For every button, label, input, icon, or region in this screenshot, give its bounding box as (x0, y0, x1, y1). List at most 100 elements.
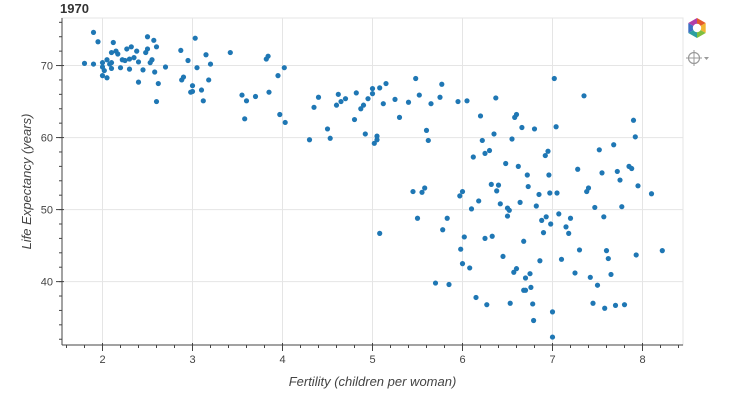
chart-title: 1970 (60, 1, 89, 16)
data-point (567, 215, 574, 221)
data-point (540, 230, 547, 236)
data-point (596, 147, 602, 153)
data-point (601, 214, 607, 220)
data-point (126, 56, 133, 62)
data-point (602, 305, 608, 311)
data-point (486, 147, 493, 154)
data-point (446, 281, 452, 288)
data-point (648, 191, 655, 197)
data-point (374, 137, 380, 143)
data-point (153, 44, 160, 50)
data-point (530, 301, 536, 307)
data-point (459, 261, 466, 267)
data-point (315, 94, 322, 100)
data-point (335, 91, 341, 97)
data-point (464, 98, 470, 104)
data-point (468, 206, 475, 212)
data-point (135, 79, 142, 85)
data-point (507, 300, 513, 306)
data-point (338, 98, 344, 105)
data-point (494, 188, 500, 194)
data-point (153, 98, 160, 105)
data-point (185, 57, 191, 64)
data-point (189, 88, 196, 95)
x-tick-label: 8 (639, 354, 645, 366)
data-point (227, 49, 233, 56)
x-tick-label: 4 (279, 354, 285, 366)
data-point (549, 334, 556, 340)
data-point (99, 73, 106, 79)
data-point (377, 230, 383, 236)
data-point (470, 154, 476, 160)
data-point (128, 44, 134, 50)
data-point (517, 199, 523, 205)
data-point (581, 93, 587, 99)
y-tick-label: 40 (41, 277, 53, 289)
data-point (457, 193, 463, 199)
data-point (563, 224, 569, 230)
data-point (360, 102, 367, 108)
data-point (81, 60, 88, 66)
data-point (414, 215, 421, 221)
data-point (477, 113, 484, 119)
data-point (497, 201, 503, 207)
data-point (275, 73, 281, 79)
data-point (327, 135, 333, 141)
data-point (585, 185, 592, 191)
x-tick-label: 3 (189, 354, 195, 366)
data-point (413, 75, 419, 82)
x-tick-label: 2 (99, 354, 105, 366)
data-point (500, 253, 506, 260)
data-point (410, 188, 416, 195)
data-point (423, 127, 430, 133)
data-point (437, 94, 443, 100)
data-point (546, 172, 552, 178)
data-point (525, 183, 531, 190)
data-point (556, 211, 562, 217)
data-point (506, 207, 512, 213)
data-point (425, 137, 431, 144)
data-point (405, 99, 412, 105)
data-point (194, 65, 200, 71)
data-point (207, 61, 214, 67)
data-point (117, 65, 124, 71)
data-point (513, 111, 520, 118)
data-point (659, 248, 665, 254)
data-points (81, 29, 665, 340)
data-point (635, 183, 641, 189)
data-point (476, 198, 482, 204)
data-point (605, 255, 611, 262)
data-point (239, 92, 245, 98)
data-point (504, 213, 511, 219)
crosshair-hover-icon[interactable] (686, 50, 709, 66)
data-point (134, 48, 140, 54)
data-point (428, 101, 434, 107)
data-point (353, 90, 359, 96)
data-point (459, 188, 466, 195)
data-point (440, 227, 446, 233)
data-point (115, 51, 121, 57)
data-point (380, 101, 386, 107)
x-tick-label: 7 (549, 354, 555, 366)
data-point (99, 60, 106, 66)
data-point (519, 124, 525, 131)
data-point (342, 96, 349, 102)
data-point (461, 234, 467, 240)
data-point (369, 91, 376, 97)
data-point (206, 77, 212, 83)
data-point (590, 300, 596, 306)
data-point (104, 57, 110, 63)
data-point (306, 137, 313, 143)
data-point (374, 133, 380, 139)
data-point (419, 189, 425, 195)
data-point (603, 248, 610, 254)
data-point (371, 140, 377, 146)
data-point (110, 39, 116, 46)
data-point (479, 137, 485, 144)
data-point (554, 190, 560, 196)
data-point (458, 246, 464, 252)
bokeh-logo-icon[interactable] (688, 18, 706, 38)
data-point (439, 81, 445, 87)
y-tick-label: 50 (41, 205, 53, 217)
